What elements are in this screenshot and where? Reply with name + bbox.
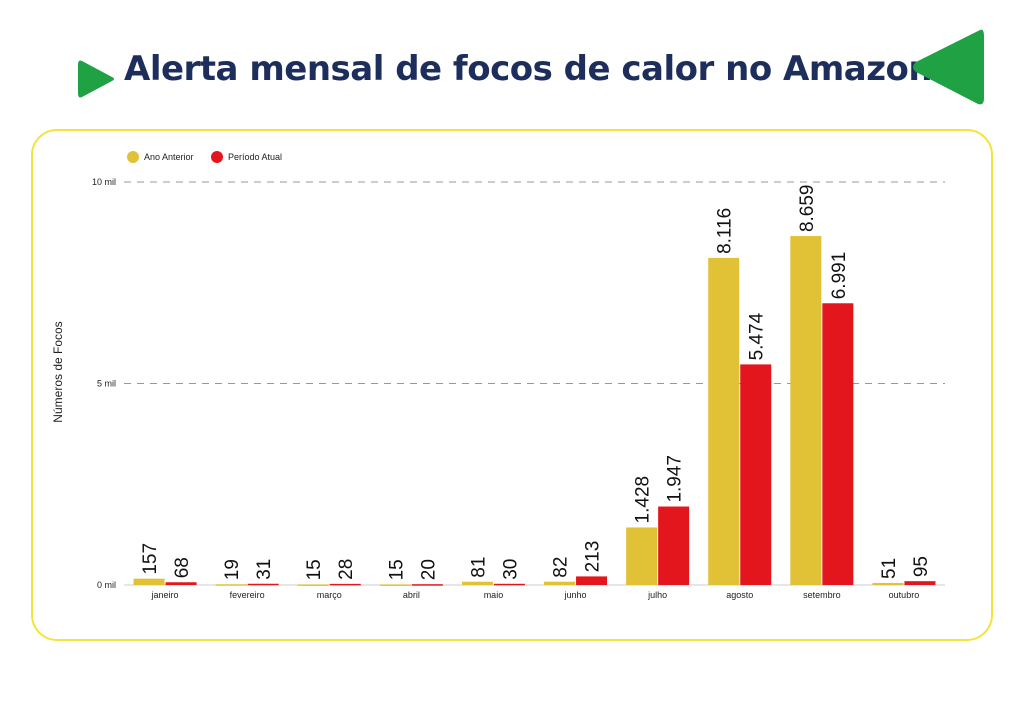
legend-swatch bbox=[211, 151, 223, 163]
x-tick-label: abril bbox=[403, 590, 420, 600]
bar-periodo-atual-5 bbox=[576, 576, 608, 585]
x-tick-label: agosto bbox=[726, 590, 753, 600]
data-label: 30 bbox=[500, 559, 521, 580]
triangle-left-icon bbox=[913, 29, 984, 105]
bar-periodo-atual-4 bbox=[493, 583, 525, 586]
data-label: 8.116 bbox=[715, 208, 736, 254]
data-label: 68 bbox=[172, 557, 193, 578]
bar-periodo-atual-7 bbox=[740, 364, 772, 585]
x-tick-label: junho bbox=[564, 590, 587, 600]
data-label: 1.947 bbox=[665, 455, 686, 503]
bar-periodo-atual-0 bbox=[165, 582, 197, 585]
y-tick-label: 0 mil bbox=[97, 580, 116, 590]
bar-ano-anterior-9 bbox=[872, 582, 904, 585]
bar-ano-anterior-5 bbox=[544, 581, 576, 585]
legend-label: Ano Anterior bbox=[144, 152, 194, 162]
bar-periodo-atual-3 bbox=[411, 584, 443, 586]
data-label: 20 bbox=[418, 559, 439, 580]
triangle-right-icon bbox=[78, 60, 114, 98]
legend-swatch bbox=[127, 151, 139, 163]
bar-ano-anterior-4 bbox=[461, 581, 493, 585]
data-label: 5.474 bbox=[747, 312, 768, 360]
data-label: 1.428 bbox=[633, 476, 654, 524]
bar-ano-anterior-6 bbox=[626, 527, 658, 585]
bar-ano-anterior-7 bbox=[708, 257, 740, 585]
y-tick-label: 5 mil bbox=[97, 379, 116, 389]
x-tick-label: fevereiro bbox=[230, 590, 265, 600]
data-label: 51 bbox=[879, 558, 900, 579]
data-label: 31 bbox=[254, 559, 275, 580]
x-tick-label: março bbox=[317, 590, 342, 600]
x-tick-label: setembro bbox=[803, 590, 841, 600]
bar-ano-anterior-8 bbox=[790, 236, 822, 585]
x-tick-label: julho bbox=[647, 590, 667, 600]
bar-periodo-atual-1 bbox=[247, 583, 279, 586]
data-label: 8.659 bbox=[797, 184, 818, 232]
bar-ano-anterior-2 bbox=[297, 584, 329, 586]
data-label: 213 bbox=[583, 541, 604, 573]
legend-label: Período Atual bbox=[228, 152, 282, 162]
bar-periodo-atual-8 bbox=[822, 303, 854, 585]
bar-ano-anterior-3 bbox=[379, 584, 411, 586]
bar-periodo-atual-6 bbox=[658, 506, 690, 585]
bar-ano-anterior-1 bbox=[215, 584, 247, 586]
data-label: 157 bbox=[140, 543, 161, 575]
data-label: 28 bbox=[336, 559, 357, 580]
data-label: 81 bbox=[468, 557, 489, 578]
bar-periodo-atual-2 bbox=[329, 583, 361, 586]
data-label: 15 bbox=[386, 559, 407, 580]
x-tick-label: outubro bbox=[889, 590, 920, 600]
y-axis-label: Números de Focos bbox=[51, 321, 65, 422]
page-title: Alerta mensal de focos de calor no Amazo… bbox=[124, 49, 975, 89]
header: Alerta mensal de focos de calor no Amazo… bbox=[0, 29, 1024, 105]
x-tick-label: maio bbox=[484, 590, 504, 600]
data-label: 95 bbox=[911, 556, 932, 577]
data-label: 6.991 bbox=[829, 252, 850, 300]
bar-ano-anterior-0 bbox=[133, 578, 165, 585]
data-label: 19 bbox=[222, 559, 243, 580]
data-label: 15 bbox=[304, 559, 325, 580]
x-tick-label: janeiro bbox=[151, 590, 179, 600]
y-tick-label: 10 mil bbox=[92, 177, 116, 187]
bar-periodo-atual-9 bbox=[904, 581, 936, 585]
chart-panel bbox=[31, 129, 993, 641]
data-label: 82 bbox=[551, 557, 572, 578]
